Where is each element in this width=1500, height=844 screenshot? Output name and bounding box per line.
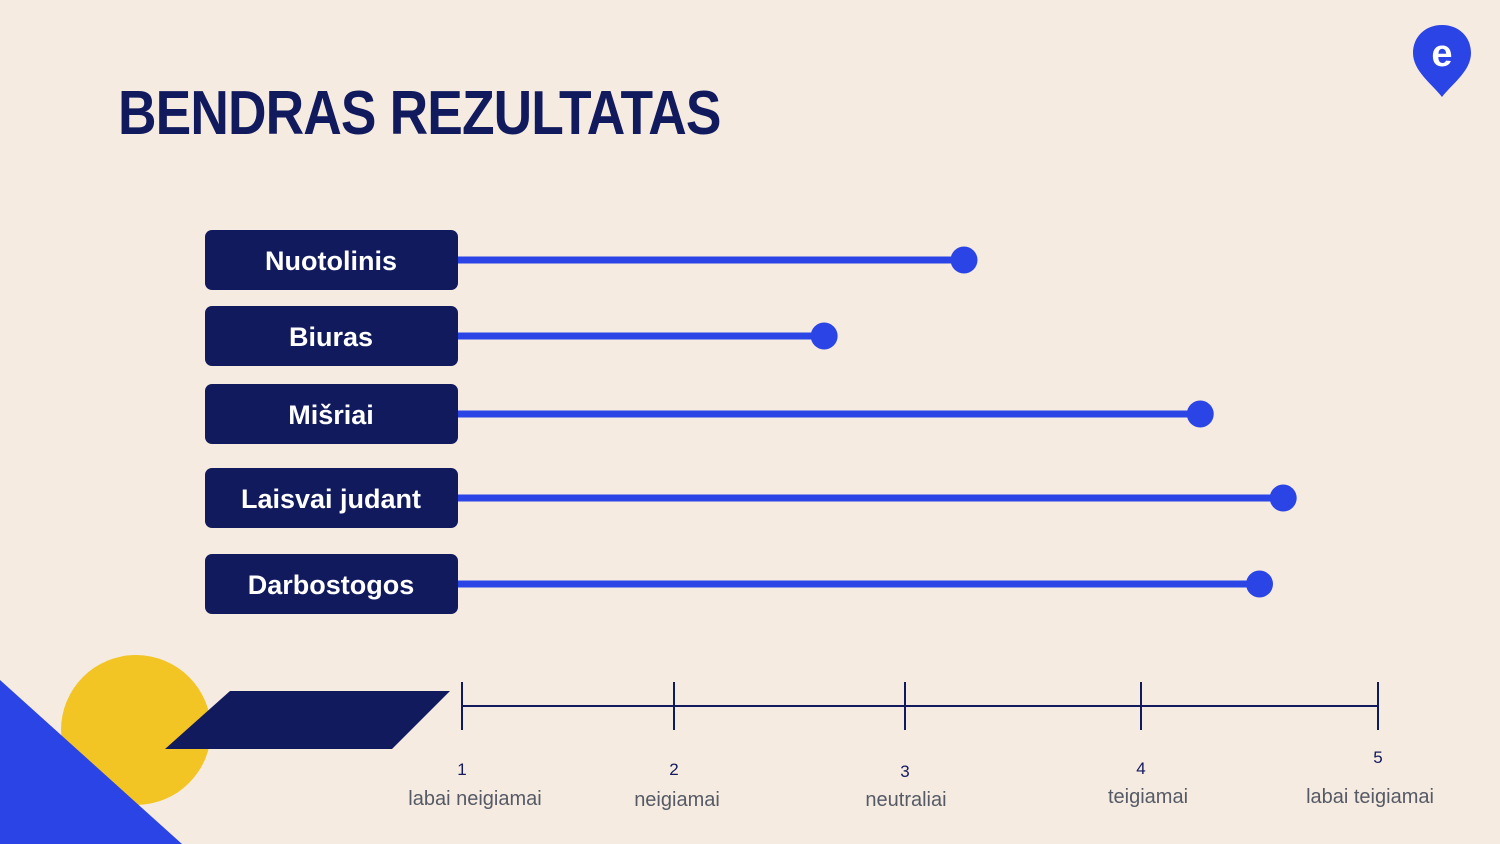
bar-label-box — [205, 384, 458, 444]
tick-label: neutraliai — [865, 789, 946, 811]
bar-row: Laisvai judant — [205, 468, 1297, 528]
bar-label: Mišriai — [288, 400, 374, 430]
x-axis: 1 labai neigiamai 2 neigiamai 3 neutraliai 4 te… — [408, 682, 1434, 811]
bar-label: Nuotolinis — [265, 246, 397, 276]
bar-end-dot — [810, 322, 838, 350]
bar-row: Darbostogos — [205, 554, 1273, 614]
logo-pin-icon: e — [1413, 25, 1471, 97]
bar-row: Nuotolinis — [205, 230, 978, 290]
bar-label-box — [205, 230, 458, 290]
bar-end-dot — [1246, 570, 1273, 598]
tick-label: labai teigiamai — [1306, 786, 1434, 808]
tick-number: 3 — [900, 762, 909, 781]
decor-shapes — [0, 655, 450, 844]
page-title: BENDRAS REZULTATAS — [118, 79, 721, 148]
bar-label-box — [205, 306, 458, 366]
tick-label: neigiamai — [634, 789, 720, 811]
tick-number: 5 — [1373, 748, 1382, 767]
bar-label: Biuras — [289, 322, 373, 352]
bar-label-box — [205, 468, 458, 528]
logo-letter: e — [1431, 33, 1452, 75]
decor-navy-parallelogram — [165, 691, 450, 749]
bar-row: Biuras — [205, 306, 838, 366]
tick-label: labai neigiamai — [408, 788, 541, 810]
bar-end-dot — [1269, 484, 1297, 512]
tick-number: 4 — [1136, 759, 1145, 778]
decor-blue-triangle — [0, 680, 182, 844]
logo-pin-shape — [1413, 25, 1471, 97]
bar-end-dot — [1186, 400, 1214, 428]
tick-label: teigiamai — [1108, 786, 1188, 808]
decor-yellow-circle — [61, 655, 211, 805]
bars-layer: Nuotolinis Biuras Mišriai Laisvai judant Dar… — [205, 230, 1297, 614]
bar-label: Laisvai judant — [241, 484, 421, 514]
bar-end-dot — [950, 246, 978, 274]
tick-number: 2 — [669, 760, 678, 779]
bar-row: Mišriai — [205, 384, 1214, 444]
bar-label-box — [205, 554, 458, 614]
bar-label: Darbostogos — [248, 570, 415, 600]
tick-number: 1 — [457, 760, 466, 779]
